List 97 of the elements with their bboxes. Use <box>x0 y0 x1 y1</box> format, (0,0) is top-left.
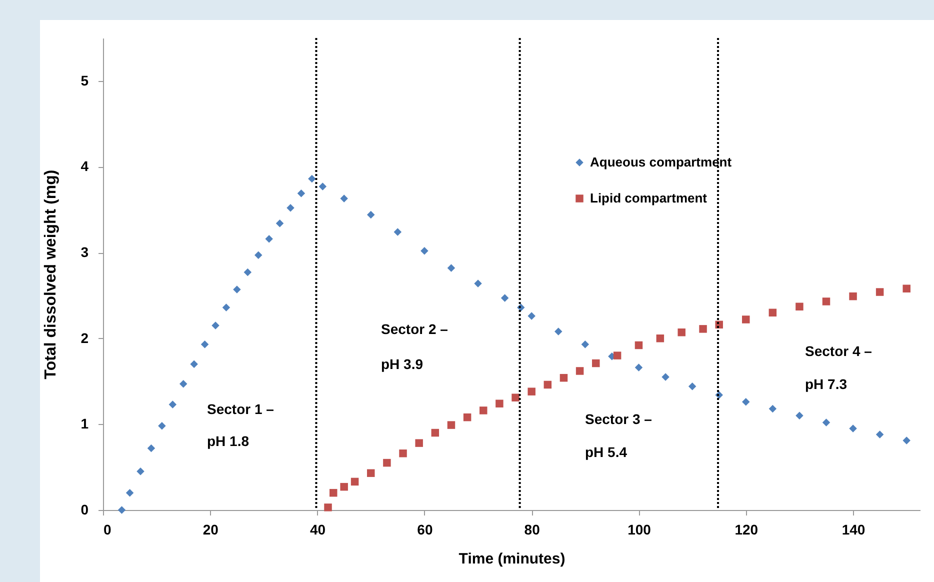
point <box>286 204 294 212</box>
point <box>876 288 884 296</box>
point <box>431 428 440 437</box>
x-tick-label: 60 <box>417 522 433 538</box>
point <box>678 328 686 336</box>
point <box>118 506 126 514</box>
point <box>212 322 220 330</box>
x-axis-title: Time (minutes) <box>458 550 566 568</box>
point <box>265 234 273 243</box>
point <box>742 316 750 324</box>
point <box>768 308 777 316</box>
annotation: pH 5.4 <box>585 444 628 460</box>
y-tick-label: 3 <box>80 244 89 260</box>
point <box>415 439 423 447</box>
point <box>496 400 504 408</box>
x-tick-label: 80 <box>524 522 540 538</box>
point <box>634 364 643 372</box>
point <box>329 488 338 497</box>
x-tick-label: 140 <box>842 522 866 538</box>
point <box>447 421 456 429</box>
x-tick-label: 40 <box>310 522 326 538</box>
point <box>399 449 407 458</box>
legend-label: Aqueous compartment <box>590 154 732 170</box>
point <box>554 328 562 336</box>
annotation: pH 3.9 <box>381 356 424 372</box>
point <box>592 359 600 368</box>
point <box>560 374 568 382</box>
point <box>699 325 707 333</box>
point <box>768 404 777 413</box>
point <box>822 298 830 306</box>
point <box>383 458 391 467</box>
annotation: Sector 1 – <box>207 401 274 417</box>
annotation: pH 1.8 <box>207 433 250 449</box>
point <box>394 228 402 236</box>
point <box>876 430 884 438</box>
point <box>849 292 857 300</box>
point <box>126 488 134 497</box>
point <box>190 360 198 368</box>
point <box>447 264 456 272</box>
y-tick-label: 0 <box>80 502 89 518</box>
y-axis-title: Total dissolved weight (mg) <box>42 170 60 380</box>
point <box>512 394 520 402</box>
y-tick-label: 1 <box>80 416 89 432</box>
point <box>463 413 472 422</box>
x-tick-label: 20 <box>202 522 219 538</box>
point <box>244 268 252 276</box>
point <box>233 286 241 294</box>
x-tick-label: 100 <box>628 522 652 538</box>
point <box>158 422 166 430</box>
point <box>796 412 804 420</box>
point <box>318 182 327 190</box>
point <box>742 398 750 406</box>
point <box>136 468 144 476</box>
point <box>613 352 622 360</box>
point <box>528 312 536 320</box>
point <box>366 210 375 219</box>
legend-label: Lipid compartment <box>590 190 708 206</box>
annotation: Sector 3 – <box>585 411 652 427</box>
point <box>544 380 552 389</box>
point <box>340 194 348 202</box>
annotation: Sector 2 – <box>381 321 448 337</box>
point <box>350 478 359 486</box>
annotation: pH 7.3 <box>805 376 848 392</box>
point <box>902 436 910 444</box>
y-tick-label: 2 <box>80 330 89 346</box>
point <box>688 382 696 390</box>
point <box>179 380 188 388</box>
point <box>147 444 156 452</box>
point <box>340 482 348 491</box>
point <box>222 304 230 312</box>
point <box>902 284 910 292</box>
y-tick-label: 4 <box>80 158 89 174</box>
point <box>324 504 332 512</box>
x-tick-label: 0 <box>104 522 112 538</box>
point <box>576 367 584 375</box>
point <box>168 400 177 408</box>
point <box>420 246 428 255</box>
x-tick-label: 120 <box>734 522 758 538</box>
y-tick-label: 5 <box>80 72 89 88</box>
point <box>662 373 670 381</box>
point <box>634 341 643 350</box>
point <box>849 424 857 432</box>
point <box>474 280 482 288</box>
point <box>480 406 488 414</box>
point <box>528 388 536 396</box>
point <box>254 251 262 259</box>
point <box>297 189 306 198</box>
point <box>656 334 664 342</box>
point <box>581 340 590 348</box>
annotation: Sector 4 – <box>805 343 872 359</box>
point <box>200 340 209 348</box>
point <box>822 418 830 426</box>
point <box>276 219 284 228</box>
point <box>500 294 509 302</box>
point <box>366 469 375 477</box>
point <box>308 174 316 183</box>
point <box>796 302 804 310</box>
